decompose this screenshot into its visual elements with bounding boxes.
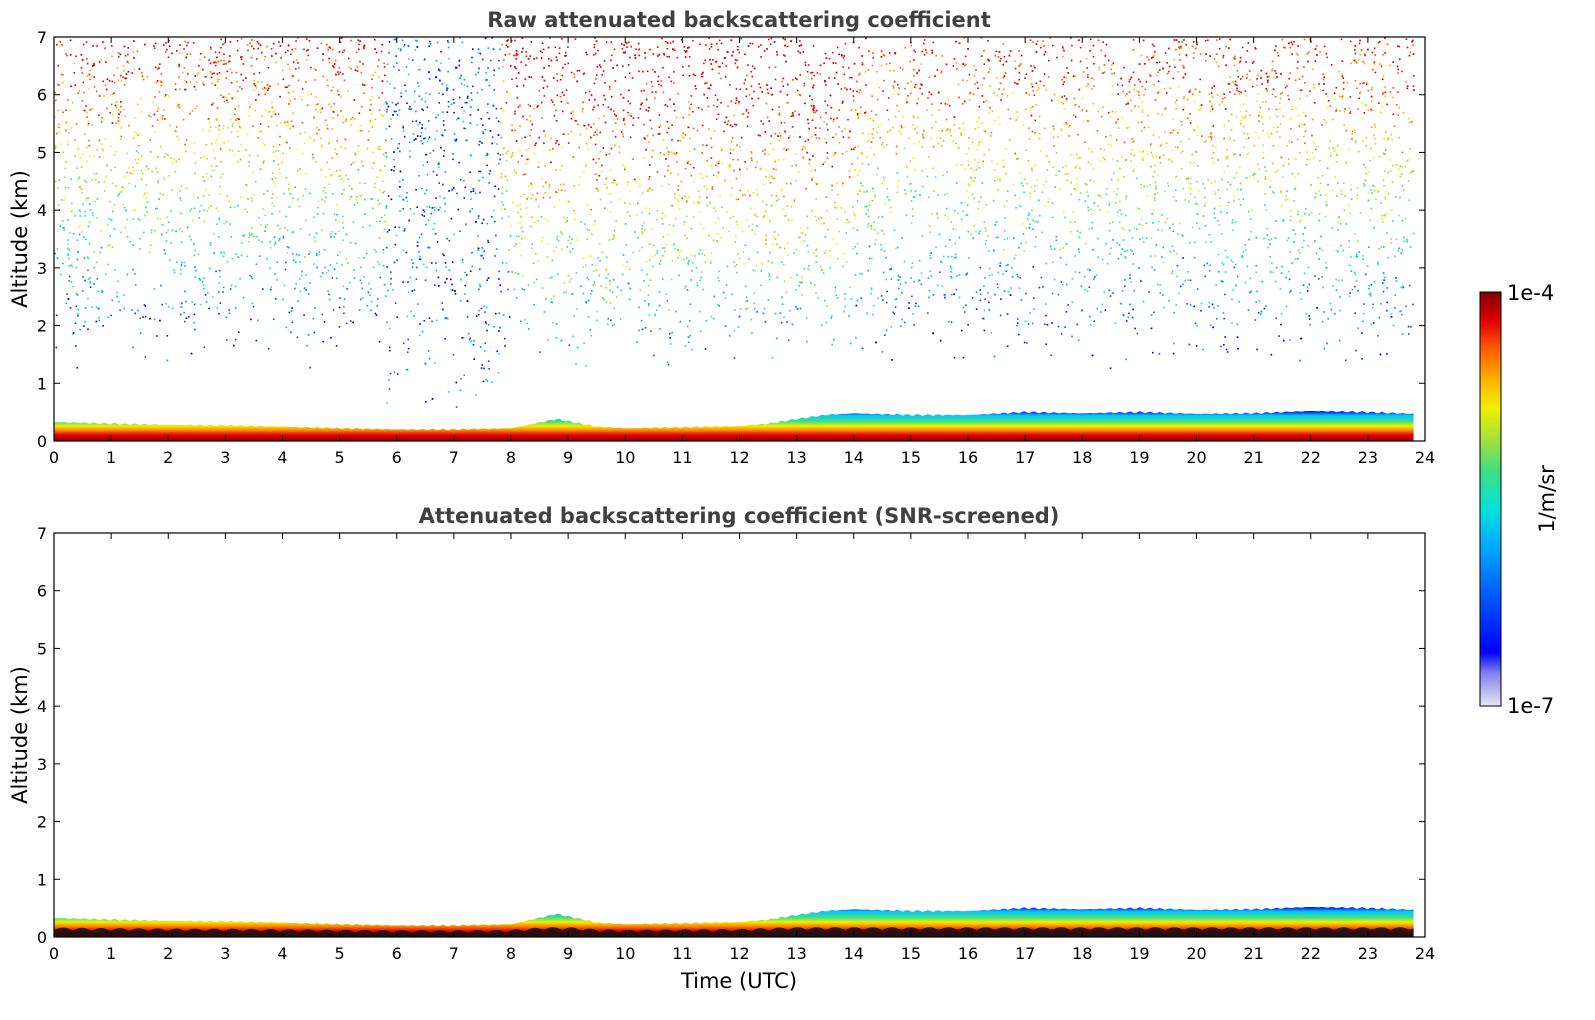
near-surface-dark-layer: [54, 927, 1414, 937]
x-tick-label: 4: [277, 944, 287, 963]
x-tick-label: 0: [49, 944, 59, 963]
boundary-layer: [54, 411, 1414, 441]
x-tick-label: 18: [1072, 944, 1092, 963]
colorbar-scale: [1479, 291, 1502, 707]
x-tick-label: 5: [335, 448, 345, 467]
x-tick-label: 9: [563, 944, 573, 963]
y-tick-label: 4: [37, 697, 47, 716]
y-tick-label: 3: [37, 259, 47, 278]
x-tick-label: 14: [844, 944, 864, 963]
y-tick-label: 2: [37, 317, 47, 336]
y-tick-label: 7: [37, 28, 47, 47]
y-tick-label: 7: [37, 524, 47, 543]
panel-screened-title: Attenuated backscattering coefficient (S…: [419, 504, 1060, 528]
x-tick-label: 16: [958, 944, 978, 963]
x-tick-label: 16: [958, 448, 978, 467]
x-tick-label: 17: [1015, 448, 1035, 467]
y-axis-ticks: 0 1 2 3 4 5 6 7: [37, 524, 1425, 947]
y-tick-label: 0: [37, 928, 47, 947]
y-tick-label: 5: [37, 143, 47, 162]
x-tick-label: 17: [1015, 944, 1035, 963]
x-tick-label: 24: [1415, 944, 1435, 963]
x-tick-label: 14: [844, 448, 864, 467]
x-tick-label: 21: [1243, 448, 1263, 467]
x-axis-label: Time (UTC): [680, 969, 797, 993]
x-tick-label: 11: [672, 448, 692, 467]
x-tick-label: 2: [163, 944, 173, 963]
panel-raw: Raw attenuated backscattering coefficien…: [8, 8, 1435, 467]
noise-field: [54, 37, 1415, 408]
panel-screened: Attenuated backscattering coefficient (S…: [8, 504, 1435, 993]
x-tick-label: 2: [163, 448, 173, 467]
x-tick-label: 10: [615, 448, 635, 467]
x-tick-label: 9: [563, 448, 573, 467]
x-tick-label: 13: [786, 448, 806, 467]
x-tick-label: 19: [1129, 448, 1149, 467]
plot-frame: [53, 532, 1426, 938]
x-tick-label: 3: [220, 448, 230, 467]
panel-raw-title: Raw attenuated backscattering coefficien…: [487, 8, 991, 32]
x-axis-ticks: 0 1 2 3 4 5 6 7 8 9 10 11 12 13 14 15 16 17 18 19 20 21 22 23 24: [49, 533, 1435, 963]
x-tick-label: 23: [1358, 448, 1378, 467]
x-tick-label: 1: [106, 944, 116, 963]
x-tick-label: 0: [49, 448, 59, 467]
x-tick-label: 18: [1072, 448, 1092, 467]
y-tick-label: 1: [37, 374, 47, 393]
x-tick-label: 19: [1129, 944, 1149, 963]
colorbar: 1e-4 1e-7 1/m/sr: [1479, 281, 1559, 718]
y-tick-label: 3: [37, 755, 47, 774]
colorbar-max-label: 1e-4: [1507, 281, 1554, 305]
x-tick-label: 10: [615, 944, 635, 963]
x-tick-label: 4: [277, 448, 287, 467]
y-tick-label: 1: [37, 870, 47, 889]
x-axis-ticks: 0 1 2 3 4 5 6 7 8 9 10 11 12 13 14 15 16 17 18 19 20 21 22 23 24: [49, 37, 1435, 467]
y-tick-label: 2: [37, 813, 47, 832]
x-tick-label: 20: [1186, 448, 1206, 467]
y-tick-label: 4: [37, 201, 47, 220]
x-tick-label: 8: [506, 448, 516, 467]
colorbar-unit-label: 1/m/sr: [1535, 465, 1559, 533]
y-axis-label: Altitude (km): [8, 666, 32, 804]
x-tick-label: 24: [1415, 448, 1435, 467]
x-tick-label: 15: [901, 448, 921, 467]
x-tick-label: 20: [1186, 944, 1206, 963]
x-tick-label: 22: [1301, 448, 1321, 467]
y-tick-label: 0: [37, 432, 47, 451]
x-tick-label: 11: [672, 944, 692, 963]
x-tick-label: 3: [220, 944, 230, 963]
y-axis-ticks: 0 1 2 3 4 5 6 7: [37, 28, 1425, 451]
y-tick-label: 6: [37, 582, 47, 601]
x-tick-label: 7: [449, 448, 459, 467]
colorbar-min-label: 1e-7: [1507, 694, 1554, 718]
x-tick-label: 1: [106, 448, 116, 467]
x-tick-label: 12: [729, 448, 749, 467]
x-tick-label: 7: [449, 944, 459, 963]
x-tick-label: 23: [1358, 944, 1378, 963]
y-tick-label: 6: [37, 86, 47, 105]
x-tick-label: 13: [786, 944, 806, 963]
plot-frame: [53, 36, 1426, 442]
x-tick-label: 8: [506, 944, 516, 963]
x-tick-label: 6: [392, 944, 402, 963]
x-tick-label: 22: [1301, 944, 1321, 963]
x-tick-label: 21: [1243, 944, 1263, 963]
y-tick-label: 5: [37, 639, 47, 658]
y-axis-label: Altitude (km): [8, 170, 32, 308]
x-tick-label: 12: [729, 944, 749, 963]
x-tick-label: 15: [901, 944, 921, 963]
x-tick-label: 5: [335, 944, 345, 963]
x-tick-label: 6: [392, 448, 402, 467]
